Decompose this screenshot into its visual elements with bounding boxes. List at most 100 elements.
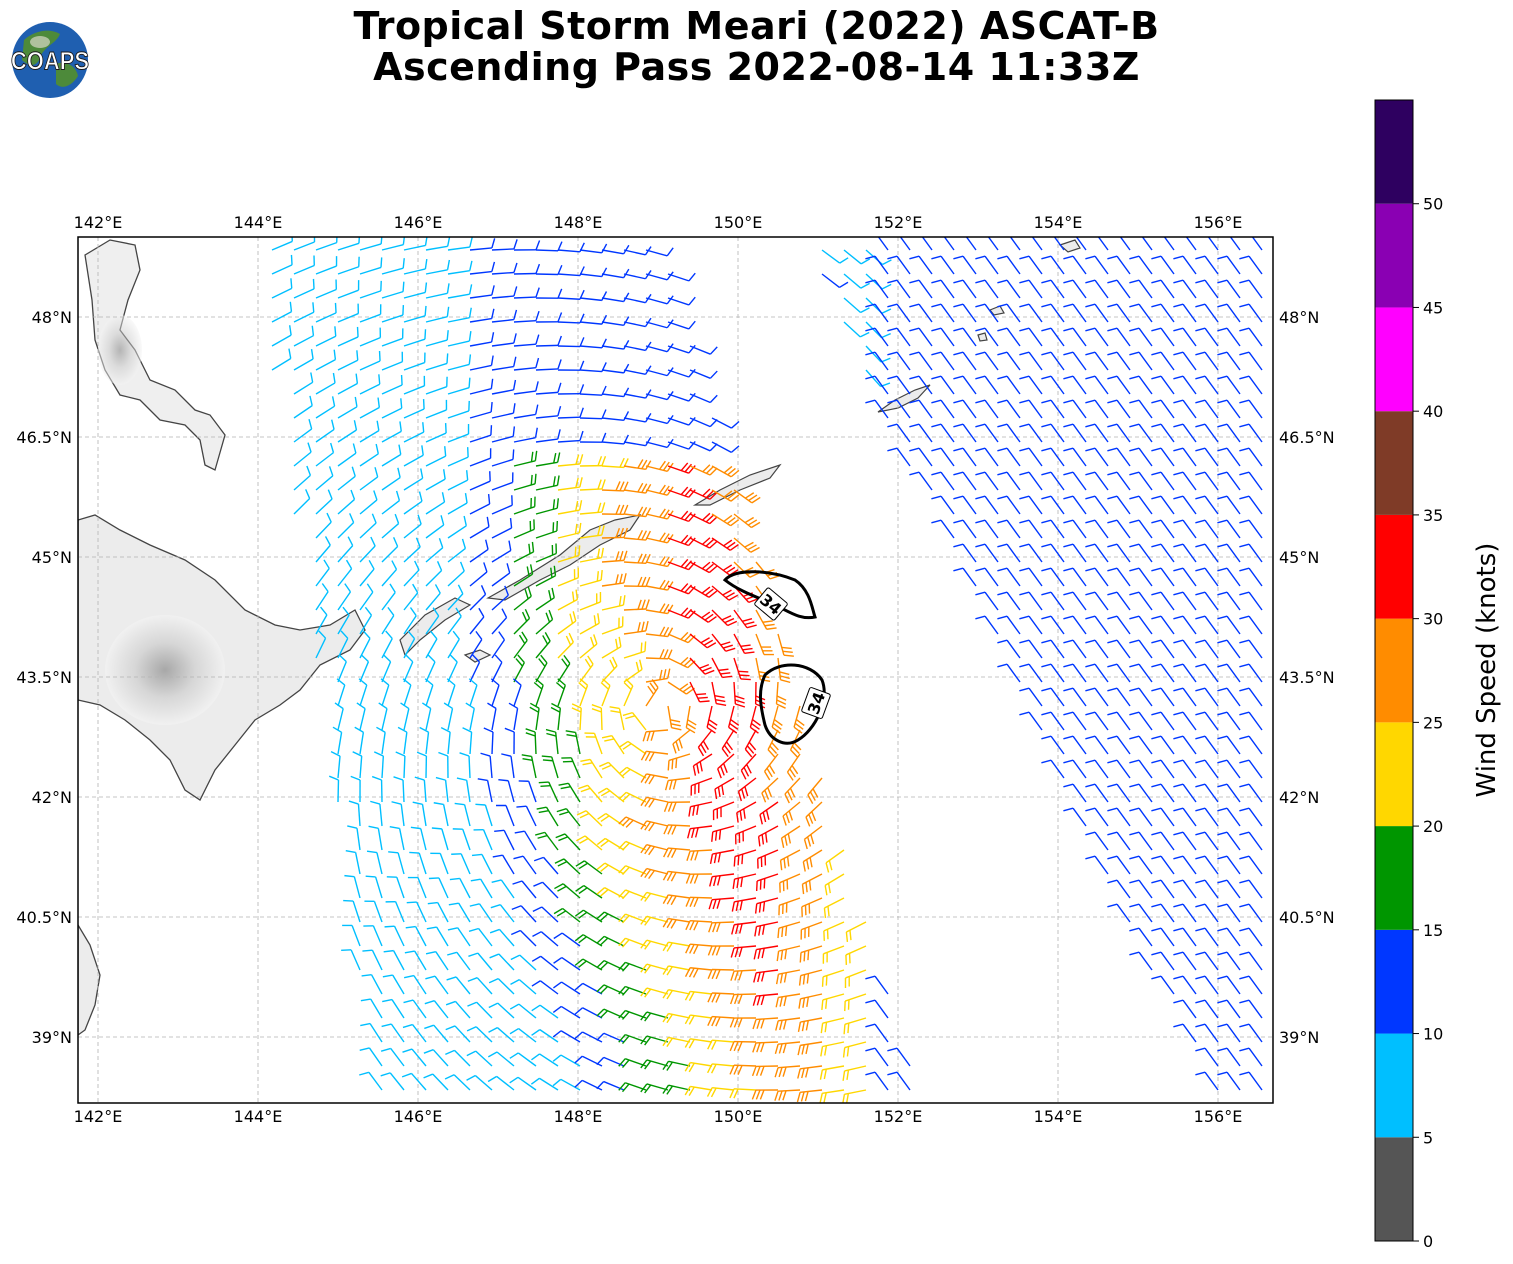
wind-barb (557, 384, 585, 395)
wind-barb (640, 844, 669, 856)
wind-barb (447, 607, 462, 635)
wind-barb (347, 825, 361, 851)
wind-barb (975, 423, 999, 443)
wind-barb (388, 851, 405, 875)
wind-barb (1173, 639, 1197, 659)
wind-barb (343, 899, 361, 923)
wind-barb (381, 537, 399, 563)
wind-barb (733, 633, 755, 655)
wind-barb (424, 1000, 449, 1019)
wind-barb (435, 776, 449, 803)
wind-barb (1151, 759, 1175, 779)
lat-tick-left: 48°N (32, 308, 72, 327)
lat-tick-right: 42°N (1279, 788, 1319, 807)
wind-barb (1063, 471, 1087, 491)
wind-barb (819, 1089, 845, 1103)
wind-barb (1173, 687, 1197, 707)
wind-barb (469, 308, 495, 323)
wind-barb (843, 273, 870, 289)
wind-barb (733, 681, 746, 708)
wind-barb (363, 925, 383, 947)
wind-barb (1129, 399, 1153, 419)
wind-barb (909, 351, 933, 371)
wind-barb (494, 829, 515, 851)
wind-barb (337, 583, 352, 611)
wind-barb (1151, 447, 1175, 467)
wind-barb (1053, 237, 1065, 251)
wind-barb (535, 520, 559, 539)
wind-barb (1239, 879, 1263, 899)
wind-barb (491, 631, 506, 659)
wind-barb (887, 303, 911, 323)
lon-ticks-top: 142°E 144°E 146°E 148°E 150°E 152°E 154°… (74, 213, 1243, 232)
wind-barb (887, 327, 911, 347)
wind-barb (491, 654, 503, 683)
wind-barb (931, 447, 955, 467)
wind-barb (640, 867, 669, 880)
wind-barb (425, 399, 448, 419)
wind-barb (774, 1041, 801, 1054)
wind-barb (271, 278, 293, 299)
wind-barb (752, 1041, 779, 1053)
wind-barb (403, 560, 420, 587)
wind-barb (609, 706, 625, 731)
colorbar-label: Wind Speed (knots) (1472, 543, 1502, 798)
wind-barb (513, 631, 528, 659)
wind-barb (403, 399, 425, 419)
wind-barb (1151, 903, 1175, 923)
wind-barb (663, 847, 691, 859)
wind-barb (513, 586, 532, 611)
wind-barb (337, 489, 356, 515)
wind-barb (468, 927, 493, 947)
wind-barb (359, 1047, 383, 1067)
wind-barb (513, 381, 539, 395)
wind-barb (337, 280, 360, 299)
wind-barb (667, 344, 696, 354)
wind-barb (1195, 519, 1219, 539)
wind-barb (997, 591, 1021, 611)
wind-barb (953, 399, 977, 419)
wind-barb (672, 729, 691, 754)
wind-barb (645, 271, 674, 281)
wind-barb (754, 921, 779, 937)
wind-barb (447, 584, 464, 611)
colorbar-bin (1375, 411, 1413, 515)
wind-barb (909, 423, 933, 443)
wind-barb (538, 781, 559, 803)
wind-barb (401, 1072, 427, 1091)
wind-barb (425, 446, 447, 467)
wind-barb (685, 943, 713, 955)
wind-barb (1129, 759, 1153, 779)
wind-barb (887, 255, 911, 275)
wind-barb (975, 327, 999, 347)
wind-barb (315, 583, 329, 611)
wind-barb (511, 905, 537, 923)
colorbar-bin (1375, 514, 1413, 619)
lon-tick-bottom: 152°E (874, 1107, 923, 1126)
wind-barb (645, 679, 659, 707)
wind-barb (1041, 591, 1065, 611)
wind-barb (466, 1050, 493, 1067)
wind-barb (1195, 399, 1219, 419)
wind-barb (1129, 351, 1153, 371)
wind-barb (775, 1017, 801, 1031)
wind-barb (293, 395, 313, 419)
wind-barb (1239, 927, 1263, 947)
wind-barb (1239, 1071, 1263, 1091)
wind-barb (555, 833, 581, 851)
wind-barb (711, 441, 740, 454)
lon-tick-bottom: 154°E (1034, 1107, 1083, 1126)
wind-barb (470, 878, 493, 899)
wind-barb (749, 705, 761, 734)
wind-barb (359, 443, 379, 467)
wind-barb (953, 471, 977, 491)
wind-barb (601, 527, 629, 539)
wind-barb (763, 753, 779, 781)
wind-barb (1085, 399, 1109, 419)
wind-barb (1151, 303, 1175, 323)
colorbar-frame (1374, 99, 1414, 1242)
wind-barb (645, 508, 674, 520)
wind-barb (469, 332, 495, 347)
wind-barb (403, 491, 423, 515)
wind-barb (1195, 591, 1219, 611)
